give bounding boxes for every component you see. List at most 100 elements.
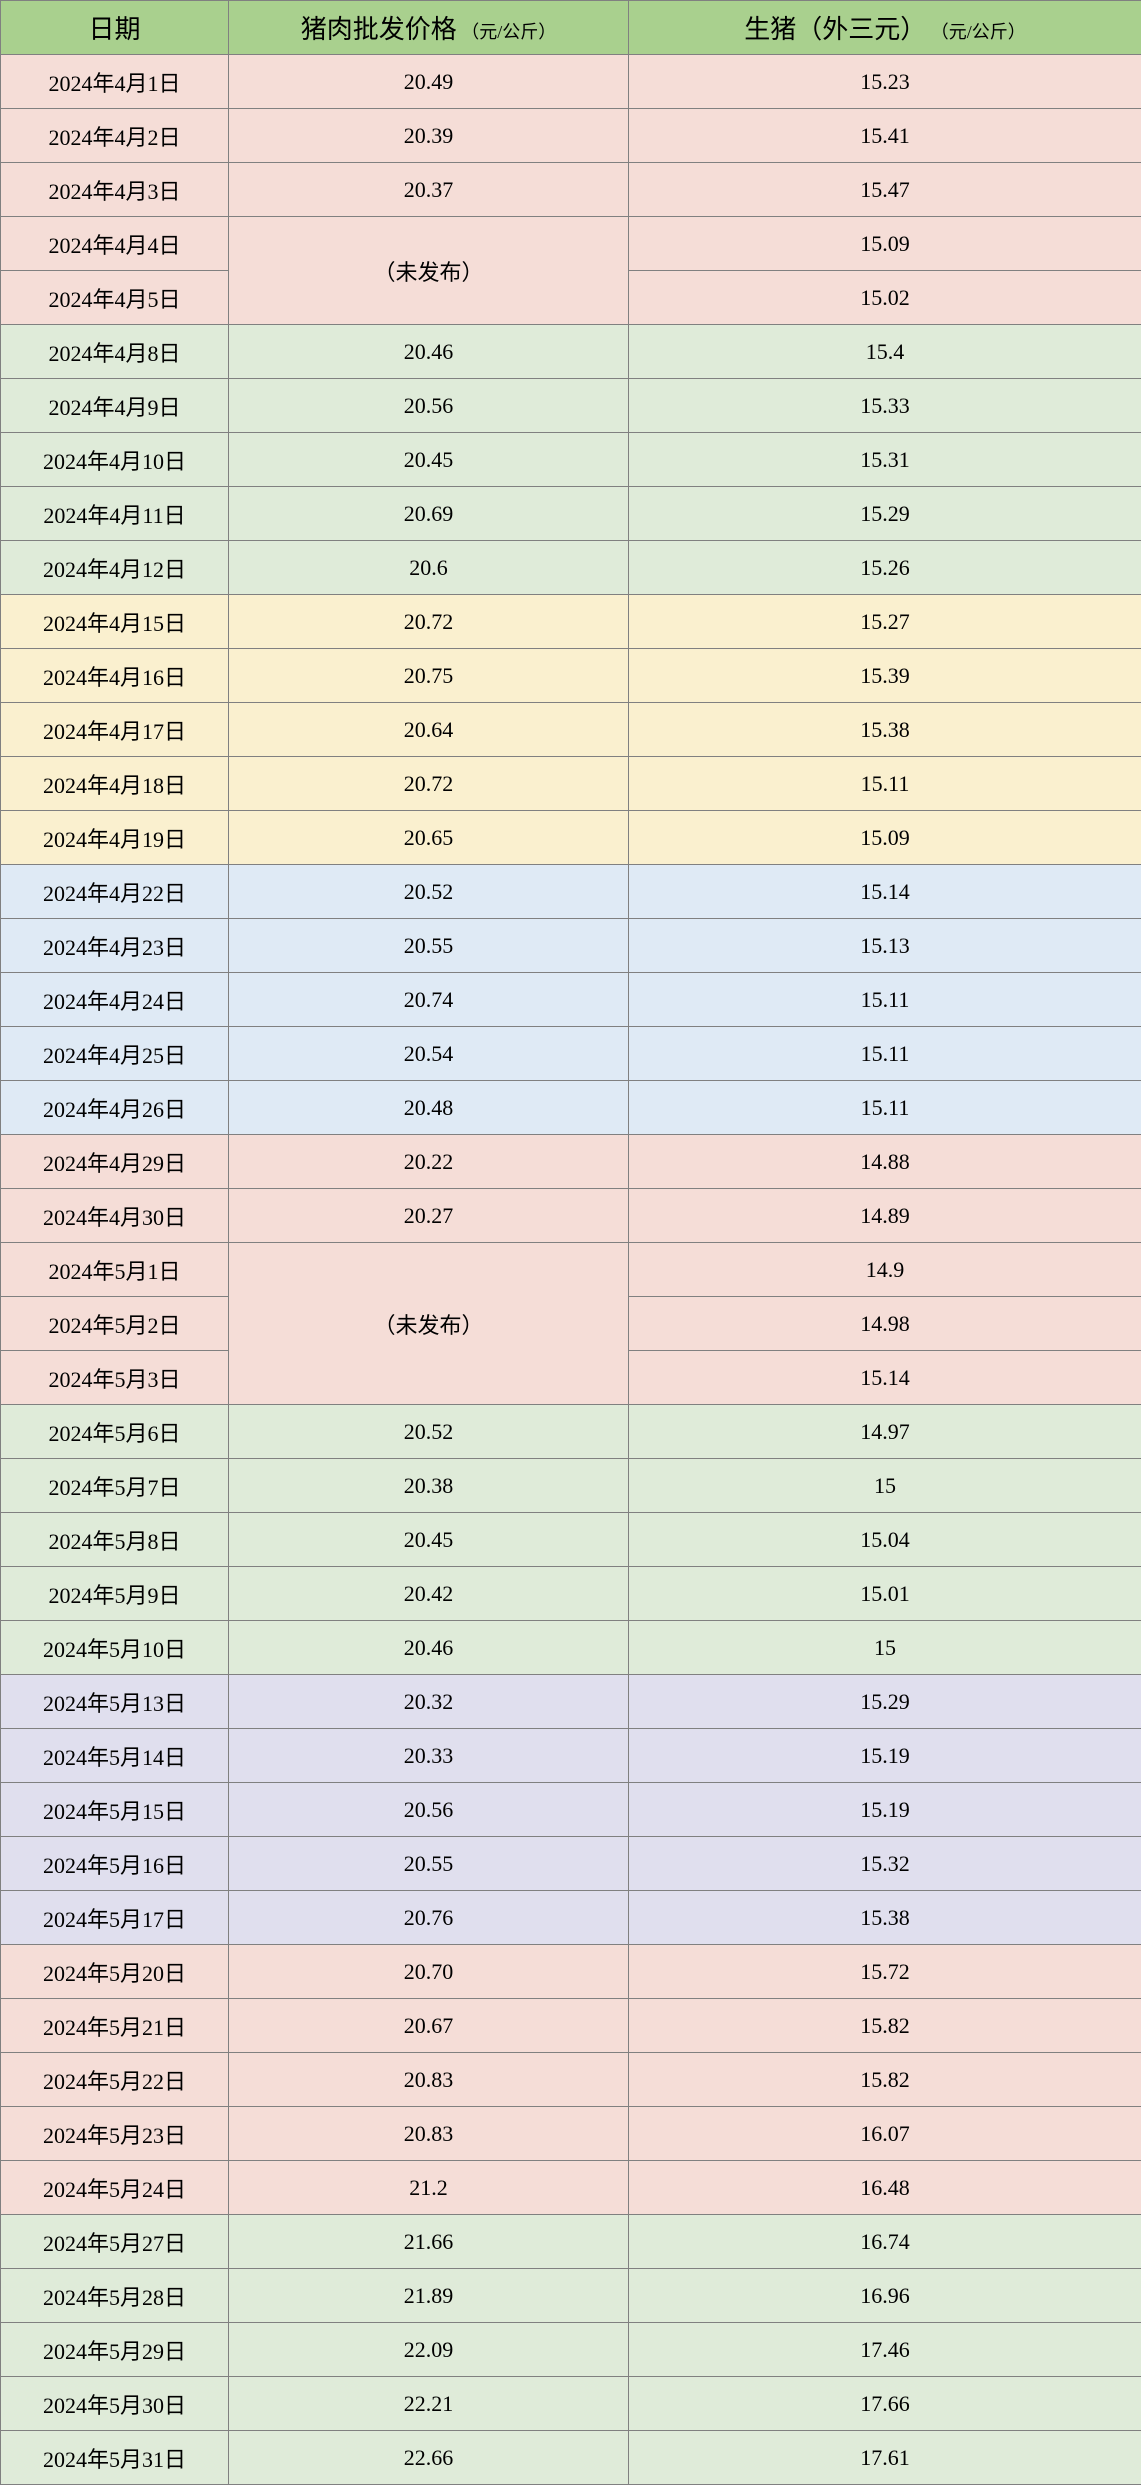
wholesale-cell: 22.09 [229, 2323, 629, 2377]
live-pig-cell: 15.39 [629, 649, 1141, 703]
live-pig-cell: 15.31 [629, 433, 1141, 487]
table-row: 2024年5月9日20.4215.01 [1, 1567, 1141, 1621]
wholesale-cell: 20.27 [229, 1189, 629, 1243]
live-pig-cell: 15.4 [629, 325, 1141, 379]
table-row: 2024年4月16日20.7515.39 [1, 649, 1141, 703]
live-pig-cell: 15 [629, 1621, 1141, 1675]
live-pig-cell: 14.97 [629, 1405, 1141, 1459]
date-cell: 2024年5月14日 [1, 1729, 229, 1783]
live-pig-cell: 15.01 [629, 1567, 1141, 1621]
table-row: 2024年5月15日20.5615.19 [1, 1783, 1141, 1837]
wholesale-cell: 20.55 [229, 1837, 629, 1891]
live-pig-cell: 15.04 [629, 1513, 1141, 1567]
date-cell: 2024年5月21日 [1, 1999, 229, 2053]
table-row: 2024年4月25日20.5415.11 [1, 1027, 1141, 1081]
table-row: 2024年5月27日21.6616.74 [1, 2215, 1141, 2269]
live-pig-cell: 15.38 [629, 703, 1141, 757]
date-cell: 2024年4月11日 [1, 487, 229, 541]
table-row: 2024年4月3日20.3715.47 [1, 163, 1141, 217]
live-pig-cell: 15.33 [629, 379, 1141, 433]
date-cell: 2024年5月24日 [1, 2161, 229, 2215]
table-row: 2024年4月12日20.615.26 [1, 541, 1141, 595]
table-row: 2024年5月16日20.5515.32 [1, 1837, 1141, 1891]
live-pig-cell: 15 [629, 1459, 1141, 1513]
column-header-2: 生猪（外三元） （元/公斤） [629, 1, 1141, 55]
table-row: 2024年5月14日20.3315.19 [1, 1729, 1141, 1783]
wholesale-cell: 21.66 [229, 2215, 629, 2269]
date-cell: 2024年5月9日 [1, 1567, 229, 1621]
live-pig-cell: 15.26 [629, 541, 1141, 595]
wholesale-cell: 20.52 [229, 1405, 629, 1459]
wholesale-cell: 20.37 [229, 163, 629, 217]
date-cell: 2024年4月23日 [1, 919, 229, 973]
column-title: 猪肉批发价格 [301, 15, 457, 44]
live-pig-cell: 15.14 [629, 865, 1141, 919]
live-pig-cell: 16.96 [629, 2269, 1141, 2323]
date-cell: 2024年5月2日 [1, 1297, 229, 1351]
live-pig-cell: 15.23 [629, 55, 1141, 109]
wholesale-cell: 20.55 [229, 919, 629, 973]
table-row: 2024年5月29日22.0917.46 [1, 2323, 1141, 2377]
date-cell: 2024年4月3日 [1, 163, 229, 217]
date-cell: 2024年4月26日 [1, 1081, 229, 1135]
date-cell: 2024年5月13日 [1, 1675, 229, 1729]
date-cell: 2024年4月10日 [1, 433, 229, 487]
live-pig-cell: 15.09 [629, 811, 1141, 865]
wholesale-cell: 20.39 [229, 109, 629, 163]
table-row: 2024年4月10日20.4515.31 [1, 433, 1141, 487]
date-cell: 2024年4月15日 [1, 595, 229, 649]
table-row: 2024年4月17日20.6415.38 [1, 703, 1141, 757]
live-pig-cell: 16.07 [629, 2107, 1141, 2161]
date-cell: 2024年4月9日 [1, 379, 229, 433]
table-row: 2024年5月17日20.7615.38 [1, 1891, 1141, 1945]
live-pig-cell: 15.41 [629, 109, 1141, 163]
date-cell: 2024年5月10日 [1, 1621, 229, 1675]
column-unit: （元/公斤） [457, 22, 557, 42]
wholesale-cell: 21.2 [229, 2161, 629, 2215]
live-pig-cell: 14.9 [629, 1243, 1141, 1297]
column-title: 日期 [88, 15, 140, 44]
table-header: 日期猪肉批发价格 （元/公斤）生猪（外三元） （元/公斤） [1, 1, 1141, 55]
table-row: 2024年5月28日21.8916.96 [1, 2269, 1141, 2323]
live-pig-cell: 15.13 [629, 919, 1141, 973]
live-pig-cell: 15.09 [629, 217, 1141, 271]
date-cell: 2024年5月29日 [1, 2323, 229, 2377]
date-cell: 2024年4月22日 [1, 865, 229, 919]
live-pig-cell: 15.11 [629, 757, 1141, 811]
wholesale-cell: 20.46 [229, 1621, 629, 1675]
live-pig-cell: 15.27 [629, 595, 1141, 649]
table-row: 2024年4月9日20.5615.33 [1, 379, 1141, 433]
date-cell: 2024年5月17日 [1, 1891, 229, 1945]
wholesale-cell: 20.42 [229, 1567, 629, 1621]
wholesale-cell: 20.75 [229, 649, 629, 703]
table-row: 2024年5月30日22.2117.66 [1, 2377, 1141, 2431]
date-cell: 2024年4月17日 [1, 703, 229, 757]
table-row: 2024年5月21日20.6715.82 [1, 1999, 1141, 2053]
date-cell: 2024年4月29日 [1, 1135, 229, 1189]
table-row: 2024年5月6日20.5214.97 [1, 1405, 1141, 1459]
column-header-1: 猪肉批发价格 （元/公斤） [229, 1, 629, 55]
wholesale-cell: 21.89 [229, 2269, 629, 2323]
table-row: 2024年4月24日20.7415.11 [1, 973, 1141, 1027]
wholesale-cell: 20.56 [229, 379, 629, 433]
date-cell: 2024年4月12日 [1, 541, 229, 595]
date-cell: 2024年4月16日 [1, 649, 229, 703]
live-pig-cell: 15.19 [629, 1729, 1141, 1783]
wholesale-cell: 20.46 [229, 325, 629, 379]
date-cell: 2024年5月6日 [1, 1405, 229, 1459]
wholesale-cell: 20.38 [229, 1459, 629, 1513]
date-cell: 2024年4月8日 [1, 325, 229, 379]
live-pig-cell: 16.48 [629, 2161, 1141, 2215]
date-cell: 2024年5月7日 [1, 1459, 229, 1513]
table-row: 2024年4月26日20.4815.11 [1, 1081, 1141, 1135]
wholesale-cell-merged: （未发布） [229, 217, 629, 325]
date-cell: 2024年5月30日 [1, 2377, 229, 2431]
live-pig-cell: 15.38 [629, 1891, 1141, 1945]
date-cell: 2024年5月27日 [1, 2215, 229, 2269]
wholesale-cell: 20.74 [229, 973, 629, 1027]
column-unit: （元/公斤） [926, 22, 1026, 42]
date-cell: 2024年4月5日 [1, 271, 229, 325]
date-cell: 2024年4月1日 [1, 55, 229, 109]
wholesale-cell: 20.6 [229, 541, 629, 595]
wholesale-cell: 20.49 [229, 55, 629, 109]
